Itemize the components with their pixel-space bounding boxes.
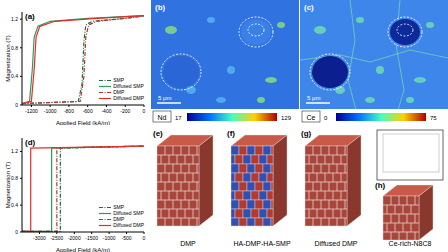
svg-text:1.2: 1.2 bbox=[11, 148, 18, 154]
svg-text:-1000: -1000 bbox=[103, 235, 116, 241]
html-text:Diffused DMP: Diffused DMP bbox=[113, 222, 144, 228]
svg-text:Ce-rich-N8C8: Ce-rich-N8C8 bbox=[389, 240, 432, 247]
svg-text:17: 17 bbox=[175, 115, 182, 121]
svg-text:-2000: -2000 bbox=[68, 235, 81, 241]
svg-text:-800: -800 bbox=[64, 108, 74, 114]
svg-text:Magnetization (T): Magnetization (T) bbox=[5, 162, 11, 209]
svg-text:0.8: 0.8 bbox=[11, 175, 18, 181]
svg-text:0.4: 0.4 bbox=[11, 73, 18, 79]
svg-text:HA-DMP-HA-SMP: HA-DMP-HA-SMP bbox=[233, 240, 290, 247]
svg-text:Nd: Nd bbox=[158, 114, 167, 121]
svg-text:0: 0 bbox=[143, 108, 146, 114]
svg-text:0: 0 bbox=[15, 229, 18, 235]
svg-text:(g): (g) bbox=[301, 129, 312, 138]
html-text:DMP: DMP bbox=[113, 216, 125, 222]
svg-text:0: 0 bbox=[324, 115, 328, 121]
svg-text:0: 0 bbox=[15, 102, 18, 108]
html-text:Diffused DMP: Diffused DMP bbox=[113, 95, 144, 101]
svg-text:-600: -600 bbox=[83, 108, 93, 114]
svg-text:0.4: 0.4 bbox=[11, 202, 18, 208]
svg-text:-500: -500 bbox=[122, 235, 132, 241]
html-text:SMP: SMP bbox=[113, 204, 125, 210]
svg-text:5 μm: 5 μm bbox=[307, 95, 320, 101]
svg-text:Magnetization (T): Magnetization (T) bbox=[5, 35, 11, 82]
svg-text:-1200: -1200 bbox=[25, 108, 38, 114]
svg-text:0: 0 bbox=[143, 235, 146, 241]
svg-text:(c): (c) bbox=[304, 3, 314, 12]
svg-text:-200: -200 bbox=[120, 108, 130, 114]
svg-text:(e): (e) bbox=[153, 129, 163, 138]
svg-text:75: 75 bbox=[430, 115, 437, 121]
svg-text:-400: -400 bbox=[101, 108, 111, 114]
html-text:Diffused SMP: Diffused SMP bbox=[113, 83, 144, 89]
svg-text:0.8: 0.8 bbox=[11, 45, 18, 51]
html-text:Diffused SMP: Diffused SMP bbox=[113, 210, 144, 216]
svg-text:Diffused DMP: Diffused DMP bbox=[314, 240, 357, 247]
html-text:(a): (a) bbox=[25, 12, 35, 21]
html-text:(d): (d) bbox=[25, 138, 36, 147]
svg-text:Ce: Ce bbox=[307, 114, 316, 121]
svg-text:-3000: -3000 bbox=[33, 235, 46, 241]
svg-text:(h): (h) bbox=[375, 181, 386, 190]
svg-text:(b): (b) bbox=[155, 3, 166, 12]
svg-text:-2500: -2500 bbox=[50, 235, 63, 241]
svg-text:-1000: -1000 bbox=[44, 108, 57, 114]
svg-text:-1500: -1500 bbox=[85, 235, 98, 241]
svg-text:1.2: 1.2 bbox=[11, 16, 18, 22]
svg-text:5 μm: 5 μm bbox=[158, 95, 171, 101]
svg-text:Applied Field (kA/m): Applied Field (kA/m) bbox=[56, 120, 110, 125]
html-text:SMP: SMP bbox=[113, 77, 125, 83]
svg-text:Applied Field (kA/m): Applied Field (kA/m) bbox=[56, 247, 110, 252]
svg-text:(f): (f) bbox=[227, 129, 235, 138]
svg-text:129: 129 bbox=[281, 115, 292, 121]
html-text:DMP: DMP bbox=[113, 89, 125, 95]
svg-text:DMP: DMP bbox=[180, 240, 196, 247]
